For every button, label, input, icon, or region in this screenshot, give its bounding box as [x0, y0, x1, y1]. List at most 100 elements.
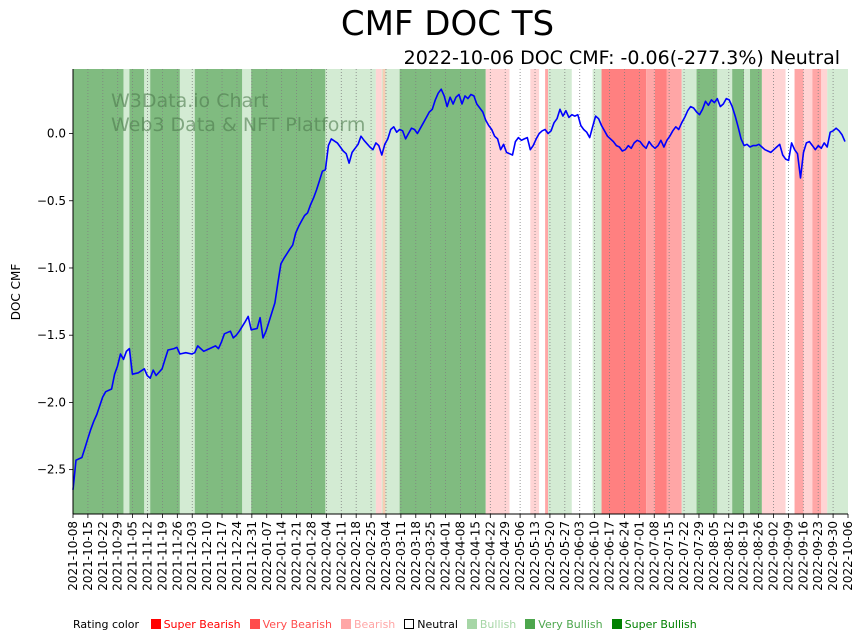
- x-tick-label: 2021-11-26: [170, 521, 184, 591]
- x-tick-label: 2022-06-10: [588, 521, 602, 591]
- x-tick-label: 2022-03-11: [394, 521, 408, 591]
- chart-title: CMF DOC TS: [340, 4, 555, 44]
- legend-item-label: Neutral: [417, 618, 458, 631]
- rating-band: [194, 69, 243, 514]
- rating-band: [485, 69, 510, 514]
- watermark-text: W3Data.io Chart: [111, 90, 268, 112]
- legend-swatch: [525, 619, 536, 629]
- vertical-grid: [87, 69, 834, 514]
- x-tick-label: 2022-08-12: [722, 521, 736, 591]
- x-tick-label: 2022-10-06: [841, 521, 855, 591]
- x-tick-label: 2022-01-28: [304, 521, 318, 591]
- x-tick-label: 2022-08-26: [752, 521, 766, 591]
- rating-band: [821, 69, 828, 514]
- rating-band: [803, 69, 813, 514]
- x-tick-label: 2021-10-29: [111, 521, 125, 591]
- y-tick-label: 0.0: [47, 127, 66, 141]
- rating-band: [129, 69, 145, 514]
- x-tick-label: 2022-05-06: [513, 521, 527, 591]
- x-tick-label: 2022-07-01: [632, 521, 646, 591]
- rating-band: [794, 69, 804, 514]
- x-tick-label: 2022-09-30: [826, 521, 840, 591]
- x-tick-label: 2022-04-01: [439, 521, 453, 591]
- y-tick-label: −2.0: [37, 395, 66, 409]
- rating-band: [827, 69, 848, 514]
- rating-band: [545, 69, 549, 514]
- legend-items: Super Bearish Very Bearish Bearish Neutral B…: [150, 617, 706, 633]
- series-layer: [72, 88, 846, 490]
- rating-band: [654, 69, 667, 514]
- x-tick-label: 2022-09-09: [781, 521, 795, 591]
- x-tick-label: 2022-04-15: [468, 521, 482, 591]
- legend-item: Bullish: [466, 617, 522, 633]
- legend-swatch: [404, 619, 415, 629]
- x-tick-label: 2022-03-25: [424, 521, 438, 591]
- x-tick-label: 2021-11-19: [155, 521, 169, 591]
- x-tick-label: 2022-05-13: [528, 521, 542, 591]
- rating-band: [251, 69, 326, 514]
- rating-band: [399, 69, 486, 514]
- x-tick-label: 2022-06-03: [573, 521, 587, 591]
- x-tick-label: 2022-05-27: [558, 521, 572, 591]
- rating-band: [73, 69, 124, 514]
- legend-item: Bearish: [340, 617, 401, 633]
- x-tick-label: 2022-09-02: [766, 521, 780, 591]
- x-tick-label: 2021-12-17: [215, 521, 229, 591]
- x-axis-ticks: 2021-10-08 2021-10-15 2021-10-22 2021-10-29…: [66, 514, 855, 591]
- rating-band: [785, 69, 795, 514]
- legend-item: Super Bullish: [611, 617, 703, 633]
- x-tick-label: 2021-12-10: [200, 521, 214, 591]
- rating-band: [242, 69, 252, 514]
- x-tick-label: 2022-03-18: [409, 521, 423, 591]
- rating-band: [571, 69, 593, 514]
- rating-band: [732, 69, 745, 514]
- rating-band: [539, 69, 546, 514]
- legend-item: Very Bearish: [249, 617, 338, 633]
- legend-item: Very Bullish: [525, 617, 608, 633]
- rating-band: [681, 69, 697, 514]
- legend-item-label: Bearish: [353, 618, 396, 631]
- x-tick-label: 2022-06-24: [617, 521, 631, 591]
- x-tick-label: 2022-09-23: [811, 521, 825, 591]
- rating-band: [548, 69, 572, 514]
- x-tick-label: 2022-06-17: [603, 521, 617, 591]
- rating-band: [123, 69, 130, 514]
- x-tick-label: 2022-01-07: [260, 521, 274, 591]
- legend-item-label: Bullish: [479, 618, 517, 631]
- rating-bands: [73, 69, 848, 514]
- legend-item: Neutral: [404, 617, 464, 633]
- x-tick-label: 2021-11-12: [141, 521, 155, 591]
- rating-band: [601, 69, 647, 514]
- x-tick-label: 2022-01-21: [290, 521, 304, 591]
- x-tick-label: 2021-12-24: [230, 521, 244, 591]
- x-tick-label: 2021-10-08: [66, 521, 80, 591]
- x-tick-label: 2022-08-05: [707, 521, 721, 591]
- legend-title: Rating color: [73, 618, 140, 631]
- x-tick-label: 2022-07-08: [647, 521, 661, 591]
- x-tick-label: 2022-02-25: [364, 521, 378, 591]
- x-tick-label: 2022-07-29: [692, 521, 706, 591]
- y-tick-label: −0.5: [37, 194, 66, 208]
- legend-swatch: [340, 619, 351, 629]
- rating-band: [375, 69, 382, 514]
- x-tick-label: 2022-05-20: [543, 521, 557, 591]
- y-tick-label: −1.5: [37, 328, 66, 342]
- legend-item: Super Bearish: [150, 617, 247, 633]
- legend-swatch: [611, 619, 622, 629]
- x-tick-label: 2022-09-16: [796, 521, 810, 591]
- legend-swatch: [150, 619, 161, 629]
- x-tick-label: 2021-10-15: [81, 521, 95, 591]
- legend-item-label: Very Bearish: [262, 618, 332, 631]
- y-tick-label: −2.5: [37, 463, 66, 477]
- watermark-text: Web3 Data & NFT Platform: [111, 114, 365, 136]
- x-tick-label: 2022-08-19: [737, 521, 751, 591]
- rating-band: [646, 69, 655, 514]
- x-tick-label: 2022-02-18: [349, 521, 363, 591]
- x-tick-label: 2022-03-04: [379, 521, 393, 591]
- y-tick-label: −1.0: [37, 261, 66, 275]
- x-tick-label: 2021-12-31: [245, 521, 259, 591]
- cmf-line: [72, 88, 846, 490]
- legend-swatch: [249, 619, 260, 629]
- rating-band: [150, 69, 180, 514]
- rating-band: [744, 69, 751, 514]
